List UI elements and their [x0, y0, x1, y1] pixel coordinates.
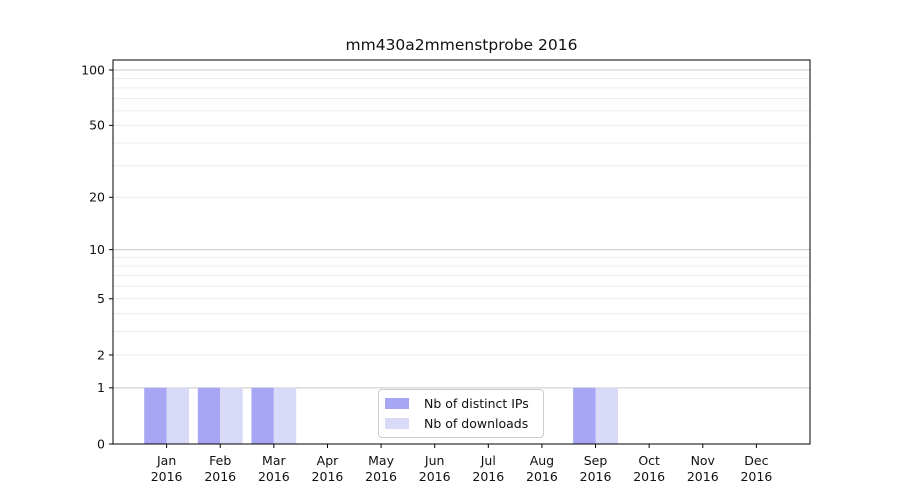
x-tick-label-year: 2016: [580, 469, 612, 484]
x-tick-label-year: 2016: [312, 469, 344, 484]
y-tick-label: 5: [97, 291, 105, 306]
y-tick-label: 20: [89, 190, 105, 205]
legend-swatch-downloads: [385, 418, 409, 429]
x-tick-label-month: Oct: [638, 453, 660, 468]
x-tick-label-year: 2016: [151, 469, 183, 484]
bar-nb-of-downloads-jan: [166, 387, 190, 444]
x-tick-label-month: Jan: [156, 453, 176, 468]
legend-row-downloads: Nb of downloads: [385, 416, 535, 431]
x-tick-label-month: Mar: [262, 453, 286, 468]
bar-nb-of-distinct-ips-jan: [144, 387, 167, 444]
bar-nb-of-distinct-ips-feb: [197, 387, 221, 444]
bar-nb-of-distinct-ips-mar: [251, 387, 274, 444]
x-tick-label-year: 2016: [365, 469, 397, 484]
legend-row-distinct-ips: Nb of distinct IPs: [385, 396, 535, 411]
x-tick-label-month: Nov: [691, 453, 716, 468]
legend-label-downloads: Nb of downloads: [424, 416, 529, 431]
plot-frame: [112, 59, 811, 445]
chart-title: mm430a2mmenstprobe 2016: [345, 36, 578, 54]
x-tick-label-year: 2016: [633, 469, 665, 484]
bar-nb-of-downloads-sep: [595, 387, 618, 444]
x-tick-label-year: 2016: [419, 469, 451, 484]
bar-nb-of-distinct-ips-sep: [573, 387, 596, 444]
legend: Nb of distinct IPs Nb of downloads: [378, 389, 544, 438]
x-tick-label-month: Aug: [530, 453, 554, 468]
x-tick-label-year: 2016: [258, 469, 290, 484]
x-tick-label-month: May: [368, 453, 394, 468]
x-tick-label-year: 2016: [740, 469, 772, 484]
x-tick-label-month: Sep: [584, 453, 608, 468]
y-tick-label: 50: [89, 118, 105, 133]
x-tick-label-month: Dec: [744, 453, 768, 468]
x-tick-label-month: Jun: [424, 453, 445, 468]
y-tick-label: 0: [97, 436, 105, 451]
x-tick-label-year: 2016: [204, 469, 236, 484]
bar-nb-of-downloads-feb: [220, 387, 243, 444]
x-tick-label-month: Jul: [480, 453, 496, 468]
x-tick-label-year: 2016: [526, 469, 558, 484]
legend-label-distinct-ips: Nb of distinct IPs: [424, 396, 529, 411]
y-tick-label: 2: [97, 347, 105, 362]
bar-nb-of-downloads-mar: [273, 387, 297, 444]
x-tick-label-year: 2016: [472, 469, 504, 484]
y-tick-label: 10: [89, 242, 105, 257]
legend-swatch-distinct-ips: [385, 398, 409, 409]
x-tick-label-month: Apr: [317, 453, 339, 468]
x-tick-label-month: Feb: [209, 453, 231, 468]
y-tick-label: 100: [81, 62, 105, 77]
y-tick-label: 1: [97, 380, 105, 395]
x-tick-label-year: 2016: [687, 469, 719, 484]
